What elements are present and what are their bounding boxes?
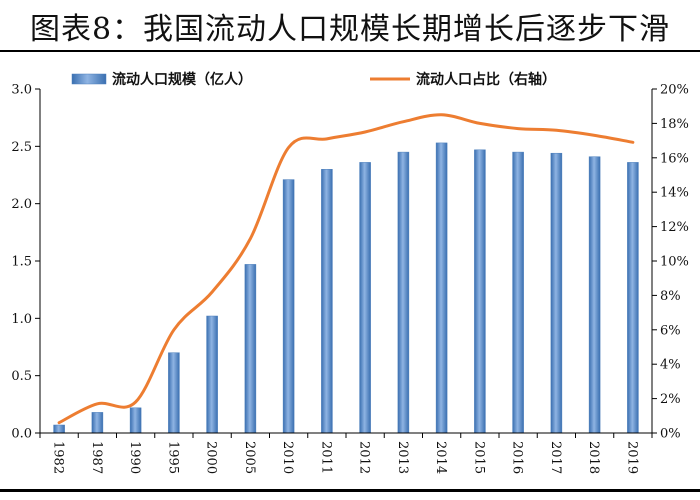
bar-2016 (512, 151, 524, 434)
x-tick-label: 2013 (395, 441, 410, 474)
x-tick-label: 2000 (204, 441, 219, 474)
bar-2011 (321, 169, 333, 434)
left-tick-label: 2.0 (11, 197, 32, 212)
bottom-divider (0, 489, 700, 492)
right-tick-label: 12% (660, 220, 689, 235)
x-tick-label: 2012 (357, 441, 372, 474)
bar-2010 (282, 179, 295, 434)
x-tick-label: 1987 (89, 441, 104, 474)
left-tick-label: 1.0 (11, 312, 32, 327)
legend-bar-label: 流动人口规模（亿人） (112, 71, 252, 88)
right-tick-label: 20% (660, 83, 689, 98)
bar-1982 (53, 424, 65, 434)
x-tick-label: 2017 (548, 441, 563, 474)
right-tick-label: 10% (660, 255, 689, 270)
bar-2015 (474, 149, 486, 434)
bar-2019 (627, 162, 639, 434)
right-tick-label: 2% (660, 392, 681, 407)
line-series (57, 113, 635, 425)
left-tick-label: 1.5 (11, 255, 32, 270)
bar-1995 (168, 352, 180, 434)
right-tick-label: 16% (660, 151, 689, 166)
left-tick-label: 0.5 (11, 369, 32, 384)
x-tick-label: 2010 (280, 441, 295, 474)
legend: 流动人口规模（亿人） 流动人口占比（右轴） (71, 71, 556, 88)
x-tick-label: 2018 (586, 441, 601, 474)
bar-2012 (359, 162, 371, 434)
x-tick-label: 2014 (433, 441, 448, 474)
bar-2017 (550, 152, 563, 434)
legend-line-label: 流动人口占比（右轴） (416, 71, 556, 88)
right-tick-label: 18% (660, 117, 689, 132)
right-tick-label: 14% (660, 186, 689, 201)
x-tick-label: 1995 (165, 441, 180, 474)
bar-1990 (129, 407, 142, 434)
bar-2013 (397, 151, 410, 434)
bar-2018 (588, 156, 601, 434)
bar-2014 (435, 142, 448, 434)
right-tick-label: 4% (660, 358, 681, 373)
legend-bar-swatch (71, 73, 107, 85)
bar-2005 (244, 264, 257, 434)
share-line (57, 113, 635, 425)
axes: 0.0 0.5 1.0 1.5 2.0 2.5 3.0 0% 2% 4% 6% 8% 10% 12% 14%… (11, 83, 689, 475)
bar-series (53, 142, 639, 434)
left-tick-label: 0.0 (11, 427, 32, 442)
left-tick-label: 3.0 (11, 83, 32, 98)
x-tick-label: 2011 (318, 441, 333, 474)
x-tick-label: 2016 (510, 441, 525, 474)
x-tick-label: 2019 (624, 441, 639, 474)
chart-title: 图表8：我国流动人口规模长期增长后逐步下滑 (29, 12, 671, 47)
x-tick-label: 2015 (471, 441, 486, 474)
title-divider (0, 50, 700, 52)
right-tick-label: 0% (660, 427, 681, 442)
x-tick-label: 2005 (242, 441, 257, 474)
bar-1987 (91, 412, 104, 434)
right-tick-label: 8% (660, 289, 681, 304)
left-tick-label: 2.5 (11, 140, 32, 155)
right-tick-label: 6% (660, 323, 681, 338)
x-tick-label: 1990 (127, 441, 142, 474)
x-tick-label: 1982 (51, 441, 66, 474)
bar-2000 (206, 315, 218, 434)
